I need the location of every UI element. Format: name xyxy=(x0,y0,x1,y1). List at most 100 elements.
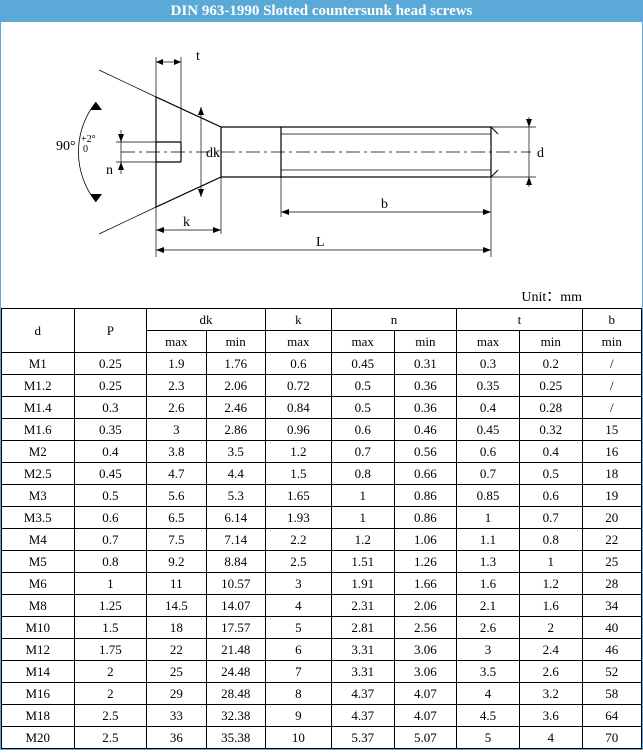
cell-t_min: 0.4 xyxy=(519,441,582,463)
cell-dk_max: 33 xyxy=(147,705,206,727)
table-row: M611110.5731.911.661.61.228 xyxy=(2,573,642,595)
k-arrow-l xyxy=(156,227,164,233)
cell-n_min: 3.06 xyxy=(394,639,457,661)
cell-k_max: 0.84 xyxy=(265,397,331,419)
cell-k_max: 8 xyxy=(265,683,331,705)
cell-dk_min: 4.4 xyxy=(206,463,265,485)
cell-P: 0.35 xyxy=(74,419,147,441)
cell-d: M3.5 xyxy=(2,507,75,529)
table-row: M81.2514.514.0742.312.062.11.634 xyxy=(2,595,642,617)
cell-t_max: 0.4 xyxy=(457,397,520,419)
header-dk-min: min xyxy=(206,331,265,353)
cell-n_min: 0.36 xyxy=(394,397,457,419)
cell-n_min: 2.06 xyxy=(394,595,457,617)
cell-dk_min: 24.48 xyxy=(206,661,265,683)
cell-n_min: 0.31 xyxy=(394,353,457,375)
header-k-max: max xyxy=(265,331,331,353)
cell-d: M16 xyxy=(2,683,75,705)
table-row: M182.53332.3894.374.074.53.664 xyxy=(2,705,642,727)
cell-t_max: 0.45 xyxy=(457,419,520,441)
cell-n_max: 3.31 xyxy=(331,661,394,683)
cell-P: 2 xyxy=(74,683,147,705)
table-row: M40.77.57.142.21.21.061.10.822 xyxy=(2,529,642,551)
cell-n_min: 0.86 xyxy=(394,507,457,529)
cell-P: 2 xyxy=(74,661,147,683)
cell-n_min: 0.36 xyxy=(394,375,457,397)
cell-n_min: 4.07 xyxy=(394,705,457,727)
cell-dk_min: 2.86 xyxy=(206,419,265,441)
page-container: DIN 963-1990 Slotted countersunk head sc… xyxy=(0,0,643,750)
cell-t_max: 0.85 xyxy=(457,485,520,507)
cell-P: 0.6 xyxy=(74,507,147,529)
cell-dk_max: 9.2 xyxy=(147,551,206,573)
cell-b_min: 15 xyxy=(582,419,641,441)
cell-b_min: 16 xyxy=(582,441,641,463)
table-row: M3.50.66.56.141.9310.8610.720 xyxy=(2,507,642,529)
cell-n_max: 0.6 xyxy=(331,419,394,441)
cell-n_max: 5.37 xyxy=(331,727,394,749)
cell-d: M2.5 xyxy=(2,463,75,485)
cell-n_max: 1.2 xyxy=(331,529,394,551)
unit-label: Unit：mm xyxy=(1,286,642,306)
cell-b_min: 40 xyxy=(582,617,641,639)
cell-k_max: 0.96 xyxy=(265,419,331,441)
cell-n_max: 1 xyxy=(331,507,394,529)
angle-label: 90° xyxy=(56,139,76,154)
screw-diagram: 90° +2° 0 t n dk xyxy=(1,22,642,282)
n-arrow-b xyxy=(118,162,124,170)
cell-P: 1.25 xyxy=(74,595,147,617)
cell-t_min: 0.25 xyxy=(519,375,582,397)
cell-dk_min: 1.76 xyxy=(206,353,265,375)
header-t-min: min xyxy=(519,331,582,353)
cell-dk_max: 5.6 xyxy=(147,485,206,507)
cell-d: M2 xyxy=(2,441,75,463)
cell-P: 0.7 xyxy=(74,529,147,551)
cell-k_max: 3 xyxy=(265,573,331,595)
header-n: n xyxy=(331,309,456,331)
cell-t_min: 0.5 xyxy=(519,463,582,485)
cell-n_min: 0.86 xyxy=(394,485,457,507)
cell-n_min: 4.07 xyxy=(394,683,457,705)
cell-n_min: 0.46 xyxy=(394,419,457,441)
cell-P: 0.5 xyxy=(74,485,147,507)
cell-dk_max: 3 xyxy=(147,419,206,441)
cell-d: M10 xyxy=(2,617,75,639)
cell-t_min: 3.2 xyxy=(519,683,582,705)
cell-t_min: 4 xyxy=(519,727,582,749)
cell-n_min: 0.56 xyxy=(394,441,457,463)
cell-dk_max: 6.5 xyxy=(147,507,206,529)
cell-dk_min: 2.06 xyxy=(206,375,265,397)
cell-n_max: 2.31 xyxy=(331,595,394,617)
cell-P: 0.25 xyxy=(74,375,147,397)
header-dk: dk xyxy=(147,309,266,331)
angle-ext-bot xyxy=(99,207,156,234)
cell-dk_min: 10.57 xyxy=(206,573,265,595)
t-arrow-r xyxy=(174,59,181,65)
t-arrow-l xyxy=(156,59,163,65)
cell-n_max: 4.37 xyxy=(331,705,394,727)
cell-d: M1 xyxy=(2,353,75,375)
cell-dk_max: 29 xyxy=(147,683,206,705)
cell-d: M5 xyxy=(2,551,75,573)
dim-L-label: L xyxy=(316,235,325,250)
cell-b_min: 28 xyxy=(582,573,641,595)
cell-n_max: 2.81 xyxy=(331,617,394,639)
cell-k_max: 7 xyxy=(265,661,331,683)
cell-dk_max: 1.9 xyxy=(147,353,206,375)
header-P: P xyxy=(74,309,147,353)
cell-k_max: 0.72 xyxy=(265,375,331,397)
header-t-max: max xyxy=(457,331,520,353)
cell-n_max: 1.51 xyxy=(331,551,394,573)
cell-n_max: 1 xyxy=(331,485,394,507)
cell-t_min: 2.6 xyxy=(519,661,582,683)
cell-t_max: 4.5 xyxy=(457,705,520,727)
cell-dk_min: 17.57 xyxy=(206,617,265,639)
cell-dk_max: 18 xyxy=(147,617,206,639)
cell-t_max: 3.5 xyxy=(457,661,520,683)
cell-dk_min: 21.48 xyxy=(206,639,265,661)
cell-t_max: 3 xyxy=(457,639,520,661)
cell-t_min: 2 xyxy=(519,617,582,639)
cell-P: 1 xyxy=(74,573,147,595)
cell-t_min: 0.7 xyxy=(519,507,582,529)
cell-dk_min: 7.14 xyxy=(206,529,265,551)
